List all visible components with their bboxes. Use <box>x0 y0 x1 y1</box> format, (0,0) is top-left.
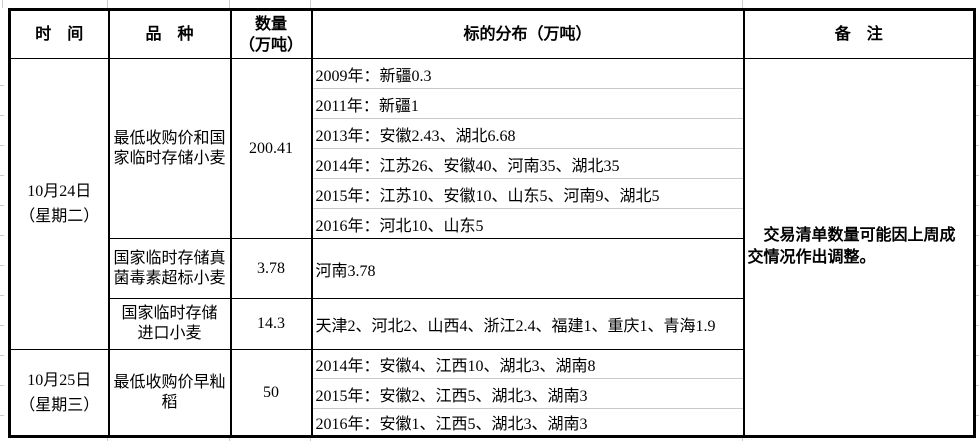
margin-gridline-top <box>229 0 230 8</box>
table-row: 10月24日 （星期二） 最低收购价和国 家临时存储小麦 200.41 2009… <box>8 58 976 437</box>
distribution-cell-rice-2016: 2016年：安徽1、江西5、湖北3、湖南3 <box>310 408 745 437</box>
table-row: 国家临时存储 进口小麦 14.3 天津2、河北2、山西4、浙江2.4、福建1、重… <box>10 298 975 350</box>
date-cell-oct24: 10月24日 （星期二） <box>8 58 110 350</box>
distribution-cell-rice-2015: 2015年：安徽2、江西5、湖北3、湖南3 <box>310 378 745 409</box>
table-row: 2014年：江苏26、安徽40、河南35、湖北35 <box>10 148 975 179</box>
margin-gridline-bottom <box>742 438 743 441</box>
table-row: 2011年：新疆1 <box>10 88 975 119</box>
distribution-cell-2013: 2013年：安徽2.43、湖北6.68 <box>310 118 745 149</box>
distribution-cell-2009: 2009年：新疆0.3 <box>310 58 745 89</box>
variety-cell-toxin-wheat: 国家临时存储真 菌毒素超标小麦 <box>107 238 232 299</box>
table-row: 2016年：安徽1、江西5、湖北3、湖南3 <box>10 408 975 437</box>
variety-cell-early-rice: 最低收购价早籼 稻 <box>107 349 232 437</box>
header-row: 时 间 品 种 数量 （万吨） 标的分布（万吨） 备 注 <box>8 9 976 59</box>
header-cell-time: 时 间 <box>8 9 110 59</box>
distribution-cell-rice-2014: 2014年：安徽4、江西10、湖北3、湖南8 <box>310 349 745 379</box>
distribution-cell-2015: 2015年：江苏10、安徽10、山东5、河南9、湖北5 <box>310 178 745 209</box>
distribution-cell-imported: 天津2、河北2、山西4、浙江2.4、福建1、重庆1、青海1.9 <box>310 298 745 350</box>
margin-gridline-right <box>975 85 979 417</box>
quantity-cell-early-rice: 50 <box>229 349 313 437</box>
margin-gridline-top <box>742 0 743 8</box>
margin-gridline-bottom <box>229 438 230 441</box>
margin-gridline-top <box>2 0 3 8</box>
header-cell-variety: 品 种 <box>107 9 232 59</box>
margin-gridline-top <box>107 0 108 8</box>
table-row: 国家临时存储真 菌毒素超标小麦 3.78 河南3.78 <box>10 238 975 299</box>
header-cell-quantity: 数量 （万吨） <box>229 9 313 59</box>
margin-gridline-top <box>310 0 311 8</box>
quantity-cell-wheat-reserve: 200.41 <box>229 58 313 239</box>
distribution-cell-2014: 2014年：江苏26、安徽40、河南35、湖北35 <box>310 148 745 179</box>
quantity-cell-toxin-wheat: 3.78 <box>229 238 313 299</box>
date-cell-oct25: 10月25日 （星期三） <box>8 349 110 437</box>
margin-gridline-bottom <box>107 438 108 441</box>
distribution-cell-henan: 河南3.78 <box>310 238 745 299</box>
quantity-cell-imported-wheat: 14.3 <box>229 298 313 350</box>
margin-gridline-left <box>0 85 4 417</box>
remark-cell: 交易清单数量可能因上周成 交情况作出调整。 <box>742 58 976 437</box>
header-cell-remark: 备 注 <box>742 9 976 59</box>
distribution-cell-2011: 2011年：新疆1 <box>310 88 745 119</box>
auction-schedule-table: 时 间 品 种 数量 （万吨） 标的分布（万吨） 备 注 10月24日 （星期二… <box>8 8 976 438</box>
table-row: 2015年：江苏10、安徽10、山东5、河南9、湖北5 <box>10 178 975 209</box>
header-cell-distribution: 标的分布（万吨） <box>310 9 745 59</box>
variety-cell-imported-wheat: 国家临时存储 进口小麦 <box>107 298 232 350</box>
table-row: 2013年：安徽2.43、湖北6.68 <box>10 118 975 149</box>
distribution-cell-2016: 2016年：河北10、山东5 <box>310 208 745 239</box>
table-row: 10月25日 （星期三） 最低收购价早籼 稻 50 2014年：安徽4、江西10… <box>8 349 975 437</box>
margin-gridline-bottom <box>310 438 311 441</box>
variety-cell-wheat-reserve: 最低收购价和国 家临时存储小麦 <box>107 58 232 239</box>
table-row: 2015年：安徽2、江西5、湖北3、湖南3 <box>10 378 975 409</box>
